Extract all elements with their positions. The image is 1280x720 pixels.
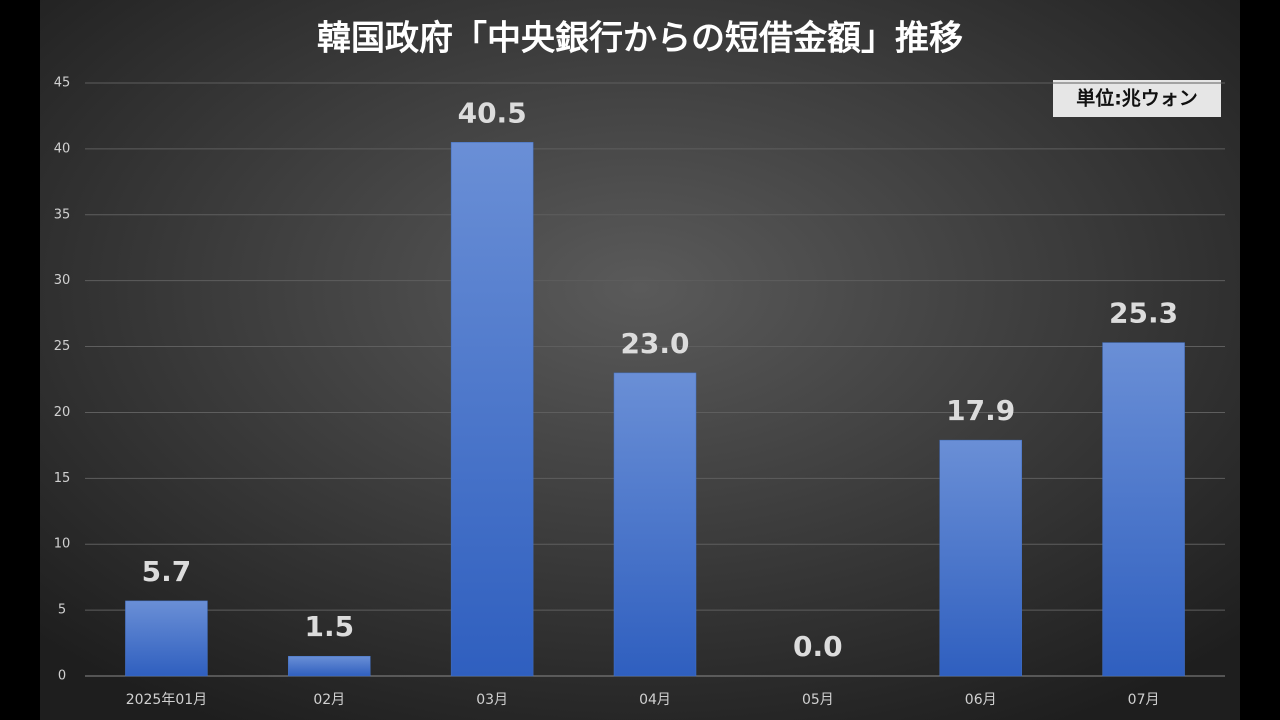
value-label: 25.3 [1109,297,1178,330]
x-tick-label: 2025年01月 [126,692,207,708]
y-tick-label: 0 [58,669,66,684]
x-tick-label: 02月 [313,692,345,708]
bar [450,142,534,677]
y-tick-label: 40 [54,141,71,156]
x-tick-label: 05月 [802,692,834,708]
x-tick-label: 03月 [476,692,508,708]
bar [613,372,697,677]
bar [939,439,1022,677]
y-tick-label: 25 [54,339,71,354]
value-label: 23.0 [620,327,689,360]
x-tick-label: 04月 [639,692,671,708]
y-tick-label: 30 [54,273,71,288]
y-tick-label: 5 [58,603,66,618]
y-tick-label: 10 [54,537,71,552]
chart-title: 韓国政府「中央銀行からの短借金額」推移 [317,19,963,59]
unit-note: 単位:兆ウォン [1076,87,1198,110]
value-label: 17.9 [946,394,1015,427]
unit-box [1053,80,1221,117]
value-label: 40.5 [458,96,527,129]
value-label: 5.7 [142,555,192,588]
bar [125,600,208,677]
value-label: 0.0 [793,630,843,663]
y-tick-label: 20 [54,405,71,420]
bar [1102,342,1185,677]
x-tick-label: 07月 [1128,692,1160,708]
bar [288,655,371,677]
y-tick-label: 35 [54,207,71,222]
x-tick-label: 06月 [965,692,997,708]
y-tick-label: 15 [54,471,71,486]
value-label: 1.5 [304,610,354,643]
y-tick-label: 45 [54,76,71,91]
